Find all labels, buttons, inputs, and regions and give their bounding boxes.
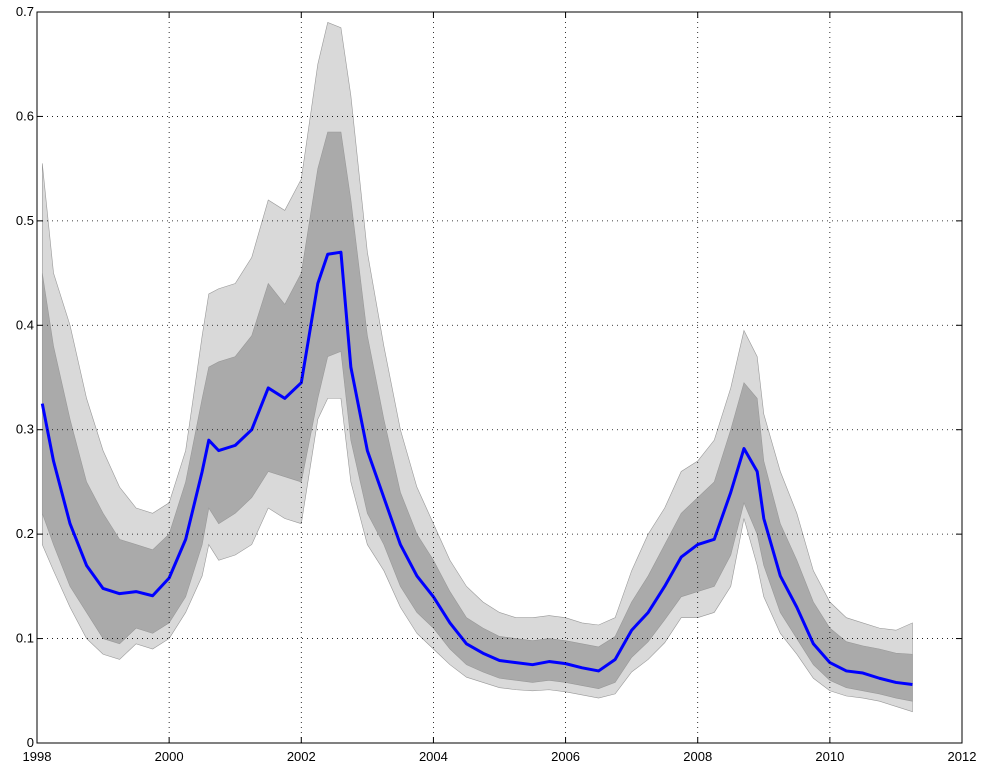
x-tick-label: 2000 — [155, 749, 184, 764]
y-tick-label: 0.6 — [16, 108, 34, 123]
x-tick-label: 2012 — [948, 749, 977, 764]
y-tick-label: 0.2 — [16, 526, 34, 541]
x-tick-label: 2010 — [815, 749, 844, 764]
y-tick-label: 0.7 — [16, 4, 34, 19]
x-tick-label: 2008 — [683, 749, 712, 764]
x-tick-label: 2002 — [287, 749, 316, 764]
x-tick-label: 1998 — [23, 749, 52, 764]
x-tick-label: 2006 — [551, 749, 580, 764]
band — [41, 131, 913, 702]
line — [40, 250, 913, 687]
y-tick-label: 0.5 — [16, 213, 34, 228]
y-tick-label: 0.3 — [16, 422, 34, 437]
y-tick-label: 0 — [27, 735, 34, 750]
x-tick-label: 2004 — [419, 749, 448, 764]
y-tick-label: 0.1 — [16, 631, 34, 646]
plot-frame — [36, 11, 963, 744]
y-tick-label: 0.4 — [16, 317, 34, 332]
